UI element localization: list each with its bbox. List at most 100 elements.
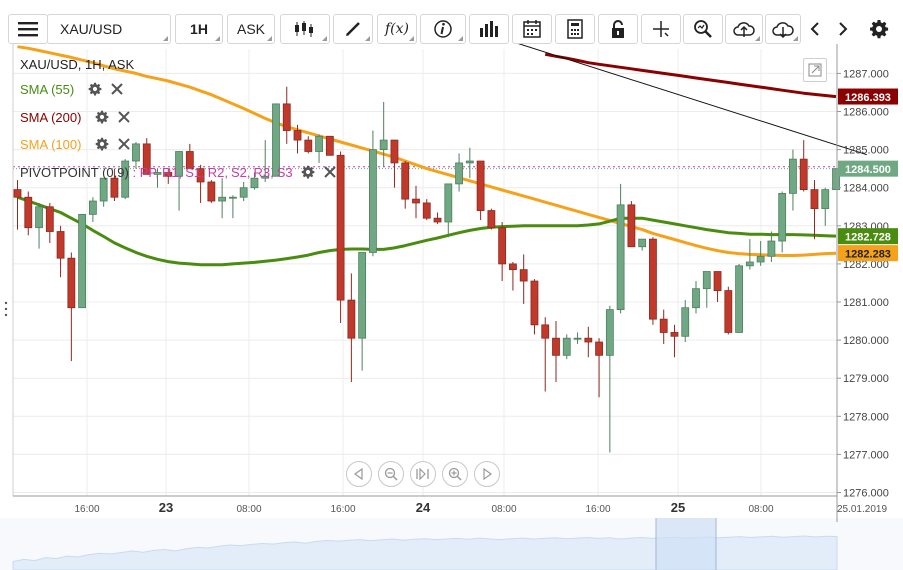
candle-body [562, 337, 571, 356]
sma55-price-tag-bg [838, 228, 898, 245]
draw-icon [346, 22, 360, 36]
candle-body [681, 307, 690, 337]
info-button[interactable] [420, 14, 466, 44]
candle-body [476, 160, 485, 211]
candle-body [735, 265, 743, 333]
symbol-selector[interactable]: XAU/USD [47, 14, 171, 44]
candle-body [272, 103, 280, 177]
toolbar: XAU/USD 1H ASK f(x) [0, 0, 903, 44]
candle-body [379, 139, 388, 150]
candle-body [821, 189, 830, 210]
info-icon [434, 20, 452, 38]
crosshair-button[interactable] [641, 14, 681, 44]
candle-body [78, 213, 87, 309]
candle-body [56, 231, 65, 259]
y-tick-label: 1279.000 [843, 373, 889, 385]
candle-body [767, 240, 776, 257]
candle-body [605, 309, 614, 356]
load-cloud-button[interactable] [765, 14, 801, 44]
chart-type-button[interactable] [280, 14, 330, 44]
timeframe-label: 1H [190, 21, 208, 37]
reset-view-button[interactable] [410, 461, 436, 487]
last-price-tag-bg [838, 160, 898, 177]
candle-body [218, 196, 227, 202]
candle-body [519, 269, 528, 282]
close-icon[interactable] [117, 110, 131, 124]
y-tick-label: 1278.000 [843, 411, 889, 423]
candle-body [142, 143, 151, 175]
menu-icon [18, 22, 38, 37]
candle-body [369, 149, 377, 253]
candle-body [595, 341, 603, 356]
y-tick-label: 1276.000 [843, 488, 889, 500]
candle-body [164, 172, 173, 177]
resize-grip-icon[interactable] [4, 300, 8, 318]
price-type-selector[interactable]: ASK [227, 14, 275, 44]
sma200-price-tag-bg [838, 88, 898, 105]
trend-line [518, 44, 867, 156]
zoom-in-button[interactable] [442, 461, 468, 487]
candle-body [799, 158, 808, 191]
candle-body [132, 143, 140, 162]
pivot-s2: S2, [230, 164, 251, 180]
sma100-label: SMA (100) [20, 136, 82, 152]
pan-left-button[interactable] [346, 461, 372, 487]
pan-right-button[interactable] [474, 461, 500, 487]
chart-area[interactable]: 1276.000 1277.000 1278.000 1279.000 1280.000… [0, 44, 903, 570]
scroll-left-button[interactable] [802, 14, 828, 44]
candle-body [702, 271, 711, 290]
x-tick-label: 16:00 [585, 504, 610, 515]
candle-body [670, 332, 679, 337]
gear-icon [870, 20, 889, 39]
candle-body [99, 177, 108, 202]
x-tick-label: 16:00 [74, 504, 99, 515]
candle-body [336, 154, 345, 301]
legend-sma200: SMA (200) [20, 108, 131, 126]
zoom-out-button[interactable] [378, 461, 404, 487]
candle-body [422, 202, 431, 219]
zoom-button[interactable] [683, 14, 723, 44]
calculator-icon [567, 19, 583, 39]
lock-button[interactable] [598, 14, 638, 44]
candle-body [45, 206, 54, 232]
legend-pivotpoint: PIVOTPOINT (0,9) : PP, R1, S1, R2, S2, R… [20, 163, 337, 181]
cloud-upload-icon [733, 22, 755, 37]
scroll-right-button[interactable] [830, 14, 856, 44]
sma55-price-tag: 1282.728 [845, 232, 891, 244]
function-button[interactable]: f(x) [377, 14, 417, 44]
gear-icon[interactable] [95, 137, 109, 151]
calendar-button[interactable] [512, 14, 552, 44]
legend-instrument: XAU/USD, 1H, ASK [20, 55, 134, 73]
sma200-label: SMA (200) [20, 109, 82, 125]
maximize-icon [808, 63, 822, 77]
close-icon[interactable] [117, 137, 131, 151]
y-tick-label: 1286.000 [843, 107, 889, 119]
maximize-button[interactable] [803, 58, 827, 82]
candle-body [24, 196, 33, 229]
candle-body [455, 162, 463, 185]
draw-tool-button[interactable] [333, 14, 373, 44]
close-icon[interactable] [110, 82, 124, 96]
save-cloud-button[interactable] [725, 14, 763, 44]
zoom-icon [694, 20, 712, 38]
calculator-button[interactable] [555, 14, 595, 44]
price-chart[interactable]: 1276.000 1277.000 1278.000 1279.000 1280.000… [0, 44, 903, 570]
crosshair-icon [653, 21, 669, 37]
candle-body [13, 189, 22, 198]
close-icon[interactable] [323, 165, 337, 179]
candle-body [282, 103, 291, 131]
chevron-right-icon [839, 22, 848, 36]
volume-button[interactable] [469, 14, 509, 44]
menu-button[interactable] [8, 14, 48, 44]
candle-body [487, 210, 496, 229]
sma100-line [17, 45, 837, 257]
candle-body [239, 187, 248, 198]
timeframe-selector[interactable]: 1H [175, 14, 223, 44]
gear-icon[interactable] [88, 82, 102, 96]
x-tick-label: 08:00 [748, 504, 773, 515]
candle-body [724, 290, 733, 333]
settings-button[interactable] [864, 14, 894, 44]
x-tick-label: 24 [416, 500, 431, 515]
gear-icon[interactable] [95, 110, 109, 124]
gear-icon[interactable] [301, 165, 315, 179]
